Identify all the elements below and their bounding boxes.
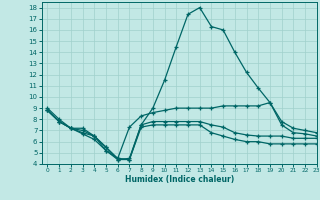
X-axis label: Humidex (Indice chaleur): Humidex (Indice chaleur) (124, 175, 234, 184)
